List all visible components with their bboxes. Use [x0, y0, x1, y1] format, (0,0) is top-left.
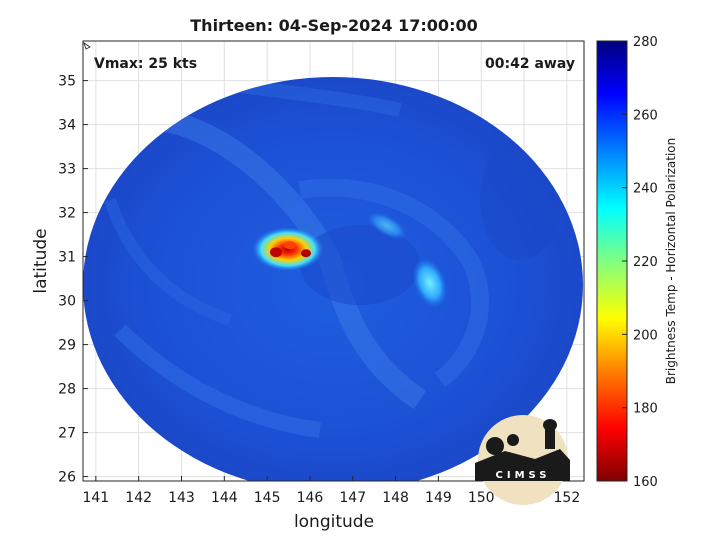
colorbar-tick-label: 220 [633, 255, 658, 270]
scan-texture [104, 77, 560, 438]
time-away-label: 00:42 away [485, 56, 575, 72]
colorbar-tick-label: 240 [633, 182, 658, 197]
rain-band-feature [412, 257, 448, 309]
y-tick-label: 33 [58, 162, 76, 178]
microwave-image [83, 77, 583, 481]
x-tick-label: 143 [168, 490, 195, 506]
colorbar-tick-label: 260 [633, 108, 658, 123]
y-axis-label: latitude [31, 228, 51, 293]
core-cell [283, 241, 296, 250]
y-tick-label: 34 [58, 118, 76, 134]
y-axis-ticks: 26 27 28 29 30 31 32 33 34 35 [58, 74, 88, 486]
core-cell [300, 249, 311, 258]
x-tick-label: 145 [254, 490, 281, 506]
logo-text: CIMSS [496, 470, 551, 481]
y-tick-label: 30 [58, 294, 76, 310]
y-tick-label: 26 [58, 470, 76, 486]
band-feature [367, 211, 407, 240]
axes-frame [82, 40, 585, 482]
x-tick-label: 147 [339, 490, 366, 506]
x-tick-label: 144 [211, 490, 238, 506]
dish-icon [486, 437, 504, 455]
y-tick-label: 29 [58, 338, 76, 354]
y-tick-label: 35 [58, 74, 76, 90]
y-tick-label: 32 [58, 206, 76, 222]
x-tick-label: 148 [382, 490, 409, 506]
cold-core-feature [251, 227, 324, 272]
tower-icon [545, 425, 555, 449]
x-tick-label: 142 [125, 490, 152, 506]
cursor-icon [83, 42, 91, 50]
dish-small-icon [507, 434, 519, 446]
y-tick-label: 28 [58, 382, 76, 398]
y-tick-label: 27 [58, 426, 76, 442]
colorbar-ticks: 160 180 200 220 240 260 280 [622, 35, 658, 490]
core-cell [269, 247, 282, 258]
x-axis-label: longitude [294, 512, 374, 532]
colorbar-tick-label: 200 [633, 328, 658, 343]
colorbar-label: Brightness Temp - Horizontal Polarizatio… [664, 138, 678, 385]
tower-top-icon [543, 419, 557, 431]
chart-title: Thirteen: 04-Sep-2024 17:00:00 [190, 16, 477, 35]
image-features [251, 211, 448, 309]
logo-skyline [475, 449, 570, 481]
cimss-logo: CIMSS [475, 415, 570, 505]
colorbar-tick-label: 160 [633, 475, 658, 490]
x-tick-label: 141 [82, 490, 109, 506]
y-tick-label: 31 [58, 250, 76, 266]
vmax-label: Vmax: 25 kts [94, 56, 197, 72]
x-tick-label: 146 [297, 490, 324, 506]
x-tick-label: 150 [468, 490, 495, 506]
x-tick-label: 152 [554, 490, 581, 506]
x-tick-label: 149 [425, 490, 452, 506]
colorbar-tick-label: 180 [633, 402, 658, 417]
colorbar-tick-label: 280 [633, 35, 658, 50]
